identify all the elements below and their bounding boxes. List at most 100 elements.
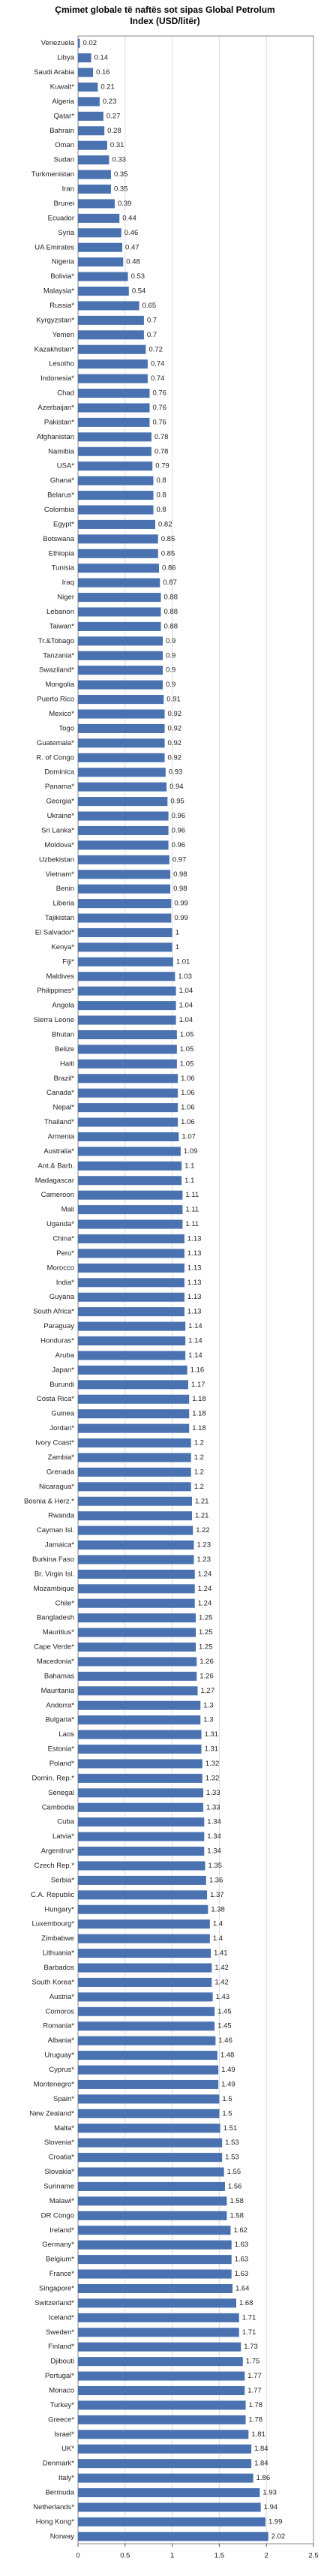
y-tick-label: Syria xyxy=(58,229,74,237)
bar xyxy=(78,1190,183,1200)
value-label: 1.84 xyxy=(254,2460,268,2468)
bar xyxy=(78,1759,202,1769)
bar xyxy=(78,709,165,719)
value-label: 1.78 xyxy=(249,2401,263,2409)
y-tick-label: Ukraine* xyxy=(47,812,75,820)
bar xyxy=(78,2138,223,2148)
y-tick-label: New Zealand* xyxy=(29,2109,74,2118)
bar xyxy=(78,768,166,777)
bar xyxy=(78,1671,197,1681)
y-tick-label: Tunisia xyxy=(52,564,75,573)
y-tick-label: Malaysia* xyxy=(44,287,74,296)
bar xyxy=(78,2181,225,2191)
value-label: 1.13 xyxy=(188,1264,201,1272)
bar xyxy=(78,1540,194,1550)
bar xyxy=(78,1745,202,1754)
value-label: 1.5 xyxy=(222,2095,232,2103)
bar xyxy=(78,330,144,340)
y-tick-label: Zambia* xyxy=(48,1453,75,1462)
value-label: 0.74 xyxy=(151,360,165,368)
y-tick-label: China* xyxy=(52,1235,74,1243)
bar xyxy=(78,2371,245,2381)
value-label: 1.18 xyxy=(192,1410,206,1418)
bar xyxy=(78,2342,242,2352)
value-label: 0.96 xyxy=(172,841,186,849)
value-label: 1.05 xyxy=(180,1030,194,1039)
bar xyxy=(78,1934,210,1943)
value-label: 0.88 xyxy=(164,594,178,602)
y-tick-label: Puerto Rico xyxy=(37,696,74,704)
bar xyxy=(78,2517,266,2526)
value-label: 1.78 xyxy=(249,2415,263,2424)
y-tick-label: Pakistan* xyxy=(44,418,74,426)
value-label: 1.75 xyxy=(246,2358,260,2366)
value-label: 1.62 xyxy=(233,2226,248,2235)
value-label: 1.11 xyxy=(185,1220,199,1228)
y-tick-label: Panama* xyxy=(45,783,74,791)
bar xyxy=(78,2430,249,2439)
y-tick-label: Netherlands* xyxy=(33,2503,74,2511)
bar xyxy=(78,403,150,413)
y-tick-label: Cayman Isl. xyxy=(37,1526,74,1534)
bar xyxy=(78,1307,184,1317)
value-label: 1.33 xyxy=(206,1789,220,1797)
y-tick-label: Ghana* xyxy=(50,476,75,485)
value-label: 1.05 xyxy=(180,1060,194,1068)
bar xyxy=(78,2502,261,2512)
y-tick-label: Finland* xyxy=(48,2343,74,2351)
value-label: 1.31 xyxy=(205,1745,219,1754)
value-label: 1.25 xyxy=(199,1628,213,1637)
bar xyxy=(78,140,107,150)
value-label: 1.5 xyxy=(222,2109,232,2118)
y-tick-label: Tanzania* xyxy=(43,651,74,660)
y-tick-label: Switzerland* xyxy=(34,2299,74,2307)
bar xyxy=(78,972,176,981)
value-label: 0.85 xyxy=(161,549,176,558)
bar xyxy=(78,155,110,165)
value-label: 1.46 xyxy=(218,2036,232,2045)
value-label: 1.94 xyxy=(264,2503,278,2511)
bar xyxy=(78,884,171,894)
bar xyxy=(78,461,153,471)
y-tick-label: Sweden* xyxy=(46,2328,74,2337)
y-tick-label: Macedonia* xyxy=(37,1658,74,1666)
value-label: 0.47 xyxy=(125,243,140,251)
value-label: 1.2 xyxy=(194,1483,204,1491)
x-tick-label: 2.5 xyxy=(308,2552,318,2560)
value-label: 1.04 xyxy=(179,1016,194,1024)
value-label: 1.14 xyxy=(188,1337,202,1345)
bar xyxy=(78,2079,219,2089)
bar xyxy=(78,2167,224,2177)
y-tick-label: Costa Rica* xyxy=(37,1395,74,1403)
value-label: 1.84 xyxy=(254,2445,268,2453)
bar xyxy=(78,111,104,121)
y-tick-label: Cape Verde* xyxy=(34,1643,74,1652)
y-tick-label: Mauritania xyxy=(41,1687,75,1695)
bar xyxy=(78,957,173,966)
bar xyxy=(78,927,172,937)
y-tick-label: Mozambique xyxy=(34,1585,74,1593)
plot-frame xyxy=(77,35,314,2544)
y-tick-label: UA Emirates xyxy=(34,243,74,251)
y-tick-label: Georgia* xyxy=(46,798,75,806)
bar xyxy=(78,1817,205,1827)
bar xyxy=(78,287,129,296)
bar xyxy=(78,1555,194,1565)
value-label: 1.26 xyxy=(200,1658,214,1666)
y-tick-label: Qatar* xyxy=(54,112,75,120)
x-tick-label: 2 xyxy=(265,2552,268,2560)
y-tick-label: Romania* xyxy=(43,2022,74,2030)
value-label: 1.3 xyxy=(203,1701,213,1709)
y-tick-label: Nigeria xyxy=(52,258,75,266)
y-tick-label: Cyprus* xyxy=(49,2066,74,2074)
y-tick-label: Hungary* xyxy=(44,1905,74,1913)
value-label: 0.76 xyxy=(152,418,166,426)
bar xyxy=(78,651,164,660)
y-tick-label: Spain* xyxy=(53,2095,74,2103)
bar xyxy=(78,1219,183,1229)
value-label: 0.9 xyxy=(166,681,176,689)
y-tick-label: Sudan xyxy=(54,156,74,164)
bar xyxy=(78,417,150,427)
bar xyxy=(78,272,128,281)
y-tick-label: Bermuda xyxy=(45,2489,74,2497)
